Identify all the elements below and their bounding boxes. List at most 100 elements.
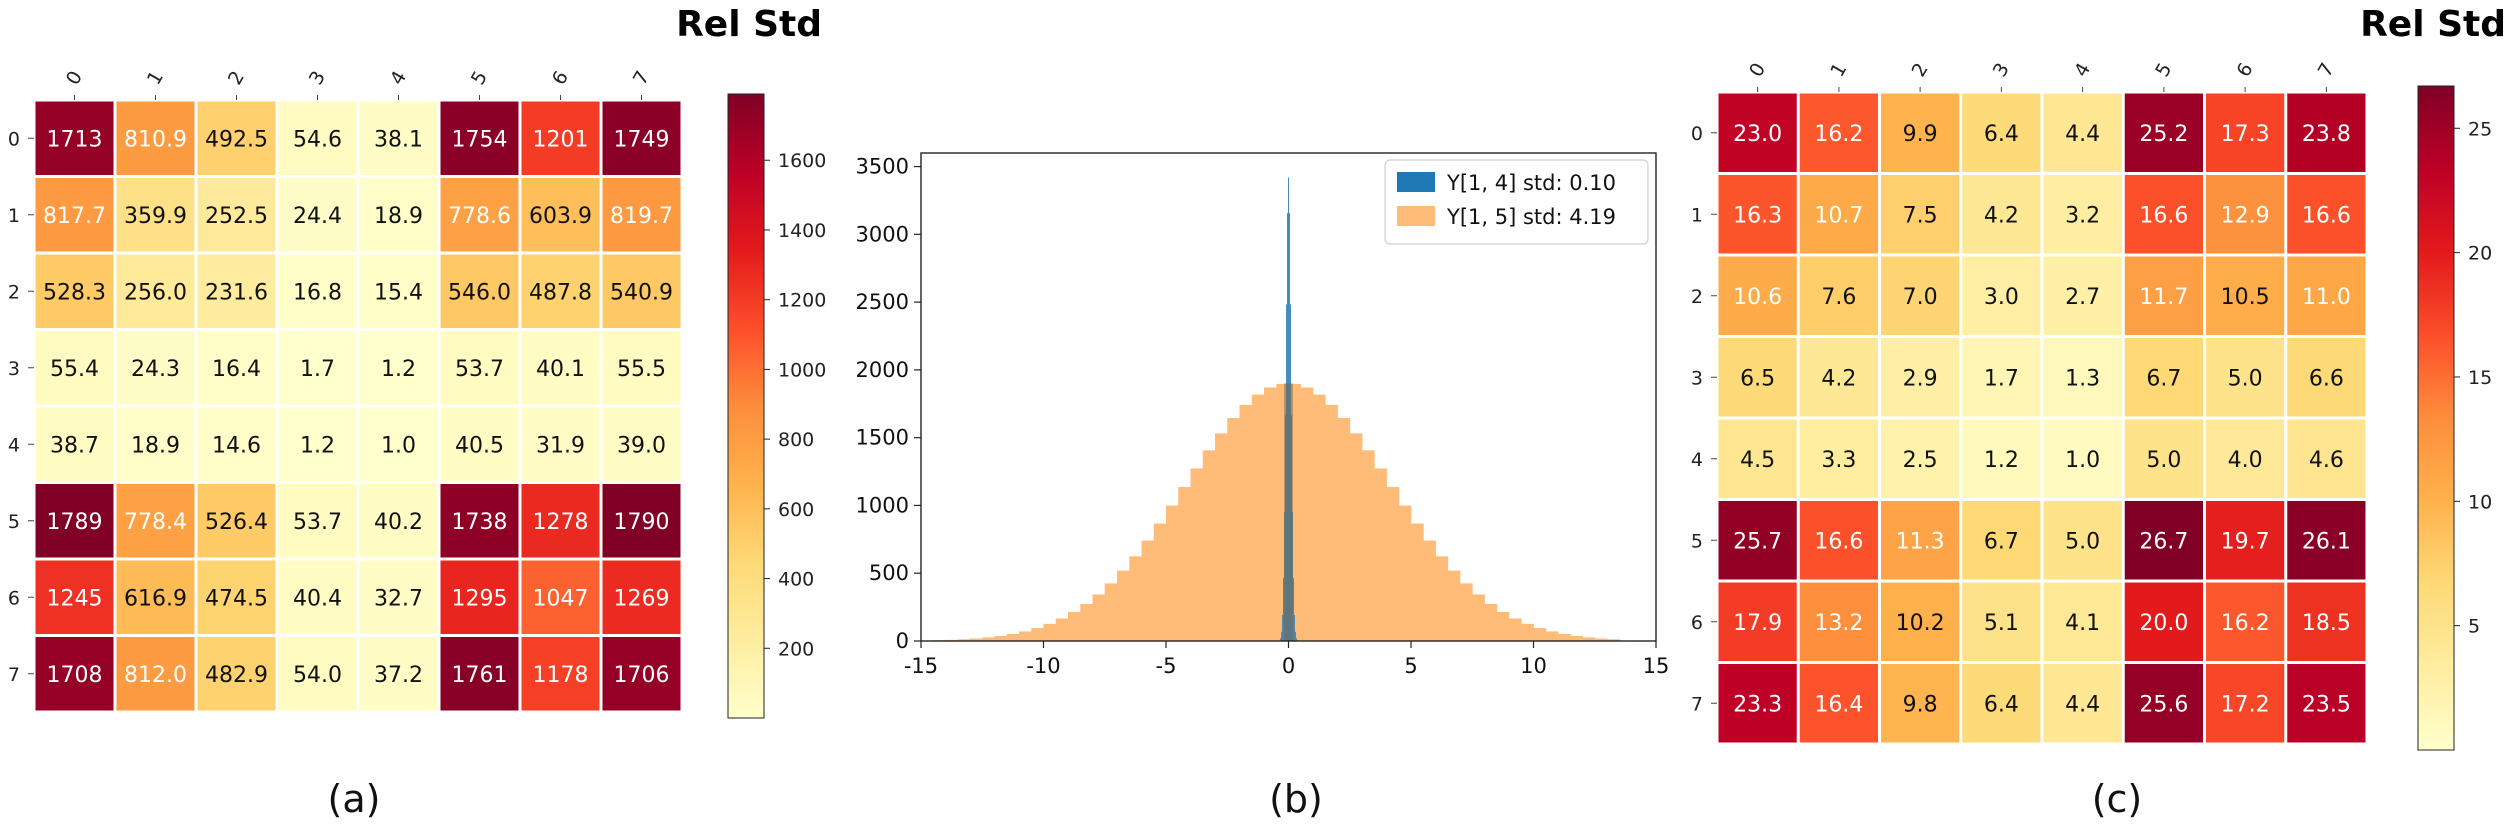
- cell-value-label: 53.7: [455, 357, 504, 382]
- y-tick-label: 4: [8, 434, 20, 456]
- histogram-bar-orange: [1129, 556, 1142, 641]
- histogram-bar-orange: [1313, 394, 1326, 641]
- y-tick-label: 3: [1691, 367, 1703, 389]
- heatmap-cell: [116, 101, 195, 175]
- histogram-bar-orange: [1558, 633, 1571, 641]
- heatmap-cell: [2124, 419, 2203, 498]
- cell-value-label: 5.1: [1984, 611, 2019, 636]
- y-tick-label: 3500: [856, 155, 909, 179]
- heatmap-cell: [116, 178, 195, 252]
- heatmap-cell: [440, 407, 519, 481]
- cell-value-label: 18.9: [374, 204, 423, 229]
- cell-value-label: 54.6: [293, 127, 342, 152]
- cell-value-label: 23.5: [2302, 692, 2351, 717]
- cell-value-label: 26.1: [2302, 529, 2351, 554]
- cell-value-label: 492.5: [205, 127, 268, 152]
- heatmap-cell: [2043, 501, 2122, 580]
- heatmap-cell: [1962, 93, 2041, 172]
- heatmap-cell: [278, 407, 357, 481]
- histogram-bar-orange: [1251, 394, 1265, 641]
- y-tick-label: 6: [8, 587, 20, 609]
- heatmap-cell: [2206, 338, 2285, 417]
- heatmap-cell: [2287, 664, 2366, 743]
- histogram-bar-orange: [1227, 418, 1240, 641]
- histogram-bar-orange: [1325, 404, 1338, 641]
- cell-value-label: 616.9: [124, 586, 187, 611]
- cell-value-label: 3.2: [2065, 203, 2100, 228]
- y-tick-label: 0: [1691, 123, 1703, 145]
- cell-value-label: 40.2: [374, 510, 423, 535]
- heatmap-cell: [359, 637, 438, 711]
- cell-value-label: 38.7: [50, 433, 99, 458]
- x-tick-label: 2: [224, 67, 249, 88]
- cell-value-label: 17.9: [1733, 611, 1782, 636]
- heatmap-title: Rel Std: [2360, 4, 2506, 45]
- colorbar-tick-label: 1000: [778, 359, 826, 381]
- cell-value-label: 1738: [452, 510, 508, 535]
- heatmap-cell: [521, 560, 600, 634]
- y-tick-label: 1000: [856, 493, 909, 517]
- heatmap-cell: [2043, 93, 2122, 172]
- x-tick-label: -10: [1026, 654, 1060, 678]
- histogram-bar-orange: [1264, 387, 1277, 641]
- heatmap-cell: [35, 560, 114, 634]
- histogram-bar-orange: [1300, 387, 1314, 641]
- heatmap-cell: [35, 101, 114, 175]
- x-tick-label: 0: [62, 67, 87, 88]
- histogram-bar-orange: [1374, 468, 1387, 641]
- cell-value-label: 4.0: [2228, 448, 2263, 473]
- heatmap-cell: [602, 407, 681, 481]
- cell-value-label: 16.8: [293, 280, 342, 305]
- heatmap-cell: [1799, 664, 1878, 743]
- histogram-bar-orange: [957, 639, 971, 641]
- heatmap-cell: [440, 254, 519, 328]
- heatmap-cell: [521, 178, 600, 252]
- cell-value-label: 474.5: [205, 586, 268, 611]
- heatmap-cell: [359, 178, 438, 252]
- x-tick-label: 5: [467, 67, 492, 88]
- colorbar-tick-label: 600: [778, 499, 814, 521]
- histogram-bar-orange: [1117, 570, 1130, 641]
- heatmap-cell: [1962, 419, 2041, 498]
- histogram-bar-orange: [1460, 583, 1473, 641]
- cell-value-label: 1269: [614, 586, 670, 611]
- cell-value-label: 16.6: [2139, 203, 2188, 228]
- heatmap-cell: [2124, 256, 2203, 335]
- histogram-bar-orange: [1570, 635, 1583, 641]
- heatmap-cell: [2287, 338, 2366, 417]
- histogram-bar-orange: [1398, 505, 1412, 641]
- cell-value-label: 12.9: [2221, 203, 2270, 228]
- histogram-bar-blue: [1294, 631, 1296, 641]
- heatmap-cell: [1799, 256, 1878, 335]
- cell-value-label: 16.6: [1814, 529, 1863, 554]
- cell-value-label: 256.0: [124, 280, 187, 305]
- heatmap-cell: [35, 254, 114, 328]
- heatmap-cell: [1799, 419, 1878, 498]
- cell-value-label: 1.2: [381, 357, 416, 382]
- heatmap-cell: [278, 331, 357, 405]
- cell-value-label: 24.3: [131, 357, 180, 382]
- colorbar-tick-label: 1400: [778, 220, 826, 242]
- x-tick-label: 4: [2070, 59, 2095, 80]
- y-tick-label: 3000: [856, 222, 909, 246]
- heatmap-cell: [1718, 419, 1797, 498]
- heatmap-cell: [197, 178, 276, 252]
- legend-label: Y[1, 5] std: 4.19: [1446, 205, 1616, 229]
- heatmap-cell: [1718, 338, 1797, 417]
- colorbar-tick-label: 25: [2468, 118, 2492, 140]
- histogram-bar-blue: [1283, 578, 1285, 641]
- cell-value-label: 6.6: [2309, 366, 2344, 391]
- histogram-bar-orange: [1043, 623, 1057, 641]
- heatmap-cell: [116, 560, 195, 634]
- cell-value-label: 31.9: [536, 433, 585, 458]
- x-tick-label: 5: [1404, 654, 1417, 678]
- heatmap-cell: [278, 484, 357, 558]
- x-tick-label: 2: [1908, 59, 1933, 80]
- heatmap-cell: [116, 484, 195, 558]
- cell-value-label: 11.3: [1896, 529, 1945, 554]
- x-tick-label: 6: [2233, 59, 2258, 80]
- heatmap-cell: [197, 484, 276, 558]
- heatmap-cell: [1881, 175, 1960, 254]
- cell-value-label: 37.2: [374, 663, 423, 688]
- cell-value-label: 25.7: [1733, 529, 1782, 554]
